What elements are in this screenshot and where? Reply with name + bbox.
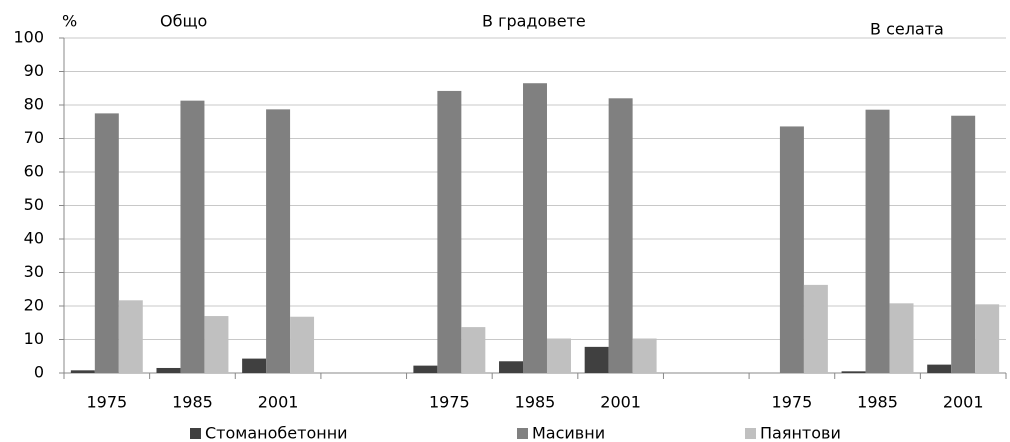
y-tick-label: 20: [24, 296, 44, 315]
x-tick-label: 1975: [772, 393, 813, 412]
bar: [437, 90, 462, 374]
bar: [204, 316, 229, 373]
x-tick-label: 1975: [86, 393, 127, 412]
legend-swatch: [745, 428, 756, 439]
bar: [546, 338, 571, 373]
bar: [951, 115, 976, 373]
bar: [413, 365, 438, 373]
x-tick-label: 1985: [857, 393, 898, 412]
group-label: Общо: [160, 12, 207, 31]
bar: [779, 126, 804, 373]
x-tick-label: 2001: [258, 393, 299, 412]
bar: [865, 109, 890, 373]
bar: [889, 303, 914, 373]
bar: [242, 358, 267, 373]
bar: [499, 361, 524, 373]
bar: [632, 338, 657, 373]
y-tick-label: 60: [24, 162, 44, 181]
y-tick-label: 40: [24, 229, 44, 248]
bar: [523, 83, 547, 373]
bar: [180, 100, 205, 374]
x-tick-label: 1985: [515, 393, 556, 412]
y-tick-label: 30: [24, 262, 44, 281]
bar: [975, 304, 1000, 373]
bar: [461, 327, 486, 373]
bar: [608, 98, 633, 374]
bar: [118, 300, 143, 373]
bar: [803, 284, 828, 373]
y-tick-label: 10: [24, 329, 44, 348]
group-label: В селата: [870, 20, 944, 39]
bar: [927, 364, 952, 373]
bar: [156, 367, 181, 373]
legend-swatch: [517, 428, 528, 439]
y-tick-label: 0: [34, 363, 44, 382]
legend-label: Стоманобетонни: [205, 424, 348, 442]
y-tick-label: 100: [13, 28, 44, 47]
y-tick-label: 90: [24, 61, 44, 80]
y-tick-label: 80: [24, 95, 44, 114]
bar: [841, 371, 866, 373]
group-label: В градовете: [482, 12, 586, 31]
legend-label: Паянтови: [760, 424, 841, 442]
y-tick-label: 50: [24, 195, 44, 214]
x-tick-label: 1975: [429, 393, 470, 412]
bar: [266, 109, 291, 373]
x-tick-label: 2001: [600, 393, 641, 412]
bar: [584, 346, 609, 373]
bar: [70, 370, 95, 373]
x-tick-label: 2001: [943, 393, 984, 412]
legend-label: Масивни: [532, 424, 605, 442]
y-tick-label: 70: [24, 128, 44, 147]
legend-swatch: [190, 428, 201, 439]
bar: [290, 316, 315, 373]
x-tick-label: 1985: [172, 393, 213, 412]
unit-label: %: [62, 12, 77, 31]
bar: [94, 113, 119, 373]
